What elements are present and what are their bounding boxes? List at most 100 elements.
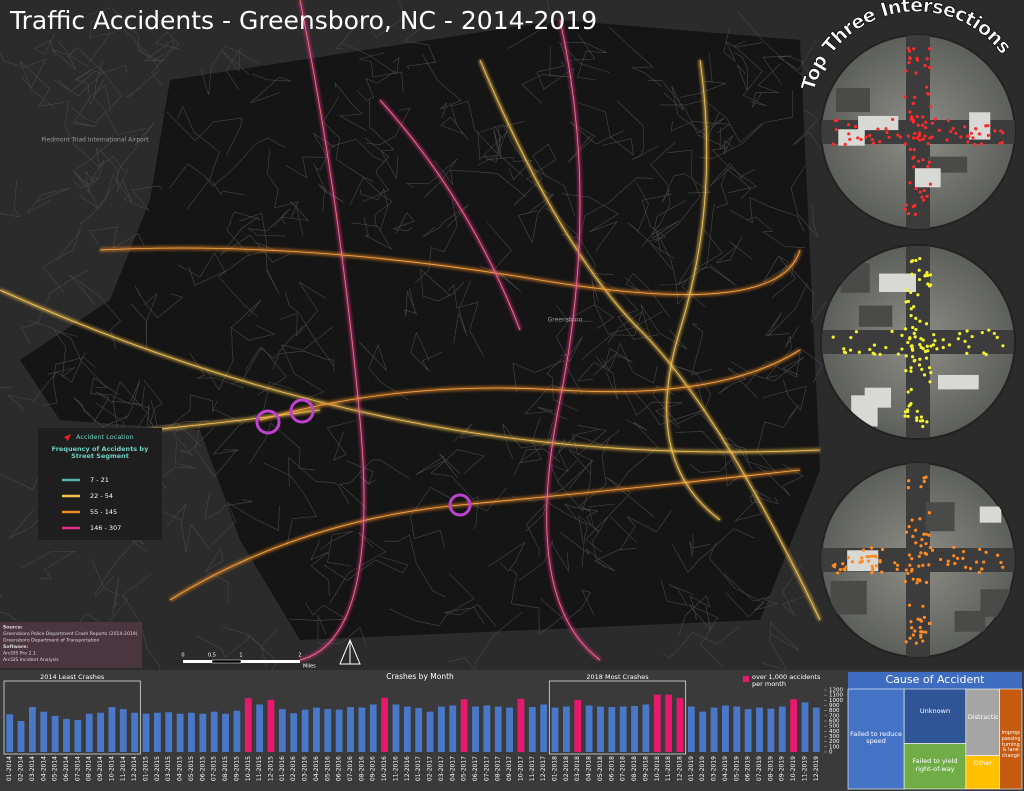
scale-bar: 0 0.5 1 2 Miles [181,638,361,670]
inset-point [928,47,932,51]
road [734,52,749,91]
inset-point [921,115,925,119]
bar [301,709,309,752]
inset-point [912,165,916,169]
x-tick-label: 09-2018 [642,756,649,781]
label-box: Unknown [920,708,950,715]
inset-point [924,120,928,124]
road [453,423,494,443]
inset-point [908,56,912,60]
inset-point [922,615,927,619]
inset-point [928,380,932,384]
road [585,515,609,568]
inset-point [924,630,928,634]
road [267,149,299,219]
inset-point [925,344,929,348]
inset-point [987,328,991,332]
highlight-swatch [743,676,749,682]
inset-point [923,126,928,130]
inset-point [925,420,929,424]
treemap-cell [903,743,967,790]
inset-point [969,131,973,135]
bar [540,704,548,752]
x-tick-label: 09-2019 [779,756,786,781]
inset-point [906,571,910,576]
inset-point [857,350,861,354]
inset-point [896,563,900,567]
inset-point [910,518,914,522]
road [341,42,401,75]
inset-point [908,336,912,340]
inset-building [858,115,899,131]
inset-point [982,560,986,564]
highlight-legend-box: over 1,000 accidents per month [752,674,820,688]
inset-point [913,131,917,136]
inset-point [904,568,908,572]
road [652,199,686,239]
road [89,226,144,249]
x-tick-label: 11-2016 [392,756,399,781]
inset-point [907,404,911,408]
road [403,27,436,70]
road [641,193,672,269]
inset-point [850,560,855,564]
inset-point [909,620,913,624]
treemap-cell [999,688,1023,790]
inset-point [923,134,927,138]
road [493,114,524,176]
road [507,0,553,49]
inset-point [914,258,918,263]
road [134,286,184,319]
scale-label: 0.5 [208,653,216,659]
inset-point [909,569,914,573]
road [279,281,326,337]
x-tick-label: 12-2014 [131,756,138,781]
inset-point [918,319,922,323]
road [564,503,599,526]
road [660,579,694,606]
road [640,304,688,350]
bar [437,706,445,752]
road [79,174,133,225]
inset-point [842,347,846,351]
inset-point [906,390,910,394]
label: Improper passing, turning & lane changin… [1001,730,1020,759]
inset-point [947,343,952,347]
inset-point [868,134,872,138]
road [654,149,701,243]
annotation-box [3,680,141,755]
x-tick-label: 01-2014 [6,756,13,781]
inset-point [865,555,869,559]
road [281,326,333,401]
inset-point [967,134,971,138]
inset-point [895,567,899,572]
inset-point [918,190,922,194]
road [559,33,610,73]
inset-point [910,114,914,119]
x-tick-label: 04-2019 [722,756,729,781]
road [366,107,411,146]
road [19,60,68,109]
road [689,533,710,557]
bar [176,713,184,752]
road [53,47,105,97]
road [143,39,175,87]
bar [85,713,93,752]
label: Other [973,758,992,767]
label: Distraction [967,713,998,722]
road [746,348,823,386]
x-tick-label: 02-2014 [18,756,25,781]
inset-point [919,485,923,489]
x-tick-label: 10-2017 [517,756,524,781]
inset-building [938,374,979,390]
inset-point [910,344,914,348]
bar [687,706,695,752]
inset-point [884,346,888,350]
inset-point [906,340,910,345]
inset-point [912,148,916,152]
inset-point [926,164,930,169]
road [133,31,182,62]
inset-point [911,101,915,106]
inset-point [908,181,912,185]
road [42,357,96,406]
